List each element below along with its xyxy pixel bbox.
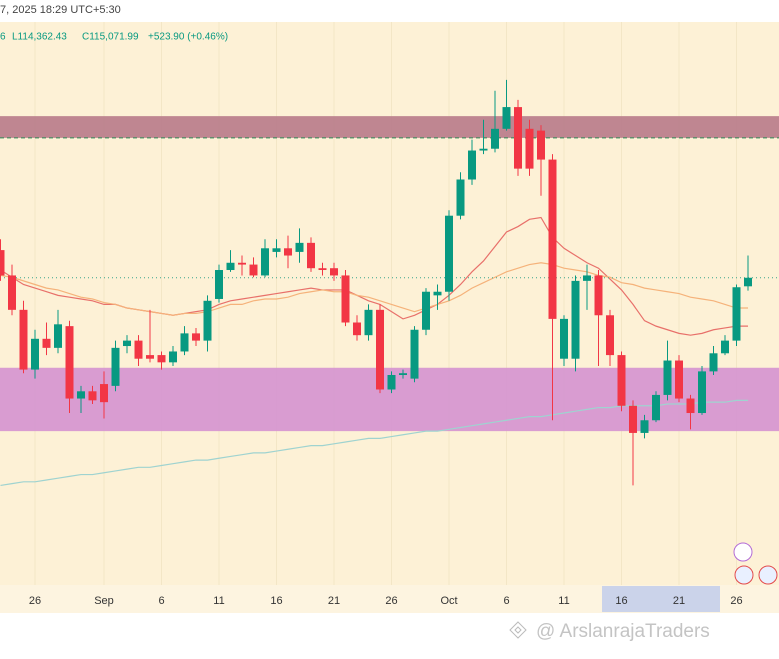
candle-body [203,300,212,341]
candle-body [330,268,338,276]
header-date: 7, 2025 18:29 UTC+5:30 [0,4,121,16]
candle-body [54,324,62,348]
candle-body [399,373,407,376]
header-low: L114,362.43 [12,32,67,43]
x-tick-label: 21 [673,595,685,607]
header-change: +523.90 (+0.46%) [148,32,228,43]
watermark-logo [509,621,527,639]
candle-body [652,394,660,421]
candle-body [111,347,120,386]
candle-body [548,159,557,319]
candle-body [525,128,534,169]
indicator-icons [733,542,778,585]
time-selection [602,586,720,612]
x-tick-label: Oct [440,595,457,607]
candle-body [675,360,683,399]
candle-body [42,338,51,348]
candle-body [479,148,488,151]
candle-body [180,333,189,352]
header-close: C115,071.99 [82,32,139,43]
x-tick-label: 21 [328,595,340,607]
candle-body [629,405,637,433]
candle-body [364,309,373,336]
candle-body [341,275,350,323]
candle-body [422,291,430,330]
candle-body [88,391,97,401]
x-tick-label: 6 [158,595,164,607]
candle-body [19,309,28,370]
x-tick-label: 11 [558,595,569,607]
x-tick-label: Sep [94,595,114,607]
candle-body [192,333,200,341]
candle-body [617,355,626,406]
candle-body [238,262,246,265]
candle-body [100,384,108,403]
candle-body [146,355,154,359]
candle-body [433,291,442,296]
candle-body [468,150,476,180]
candle-body [709,353,718,372]
candle-body [514,107,522,169]
candle-body [640,420,649,433]
candle-body [77,391,85,399]
candle-body [721,340,729,354]
candle-body [663,360,672,395]
candle-body [686,398,695,414]
candle-body [606,315,614,356]
x-tick-label: 26 [385,595,397,607]
candle-body [445,215,453,292]
x-tick-label: 16 [270,595,282,607]
candle-body [698,371,706,414]
candle-body [318,268,327,271]
candle-body [249,264,258,276]
x-tick-label: 11 [213,595,224,607]
candle-body [376,309,384,390]
x-tick-label: 26 [29,595,41,607]
candle-body [502,107,511,129]
candle-body [134,340,143,359]
moving-average [0,262,748,316]
x-tick-label: 26 [730,595,742,607]
candle-body [571,280,580,359]
candle-body [537,130,545,160]
candle-body [157,355,166,363]
candle-body [295,242,304,252]
x-tick-label: 16 [615,595,627,607]
candle-body [8,275,16,310]
candle-body [594,275,603,316]
candle-body [0,250,5,276]
candle-body [491,128,499,149]
candle-body [583,275,591,281]
header-prefix: 6 [0,32,6,43]
candle-body [123,340,131,347]
candle-body [272,248,281,252]
candle-body [226,262,235,271]
candle-body [215,270,223,299]
watermark: @ ArslanrajaTraders [536,621,710,642]
candle-body [169,351,177,363]
x-tick-label: 6 [503,595,509,607]
candle-body [732,287,741,341]
candle-body [560,318,568,359]
candle-body [307,242,315,269]
candle-body [353,322,361,336]
zone [0,116,779,138]
candle-body [284,248,292,256]
candle-body [387,375,396,390]
candle-body [744,277,752,287]
candle-body [456,179,465,216]
candle-body [410,329,419,379]
candle-body [31,338,39,370]
candle-body [65,326,74,399]
candle-body [261,248,269,276]
